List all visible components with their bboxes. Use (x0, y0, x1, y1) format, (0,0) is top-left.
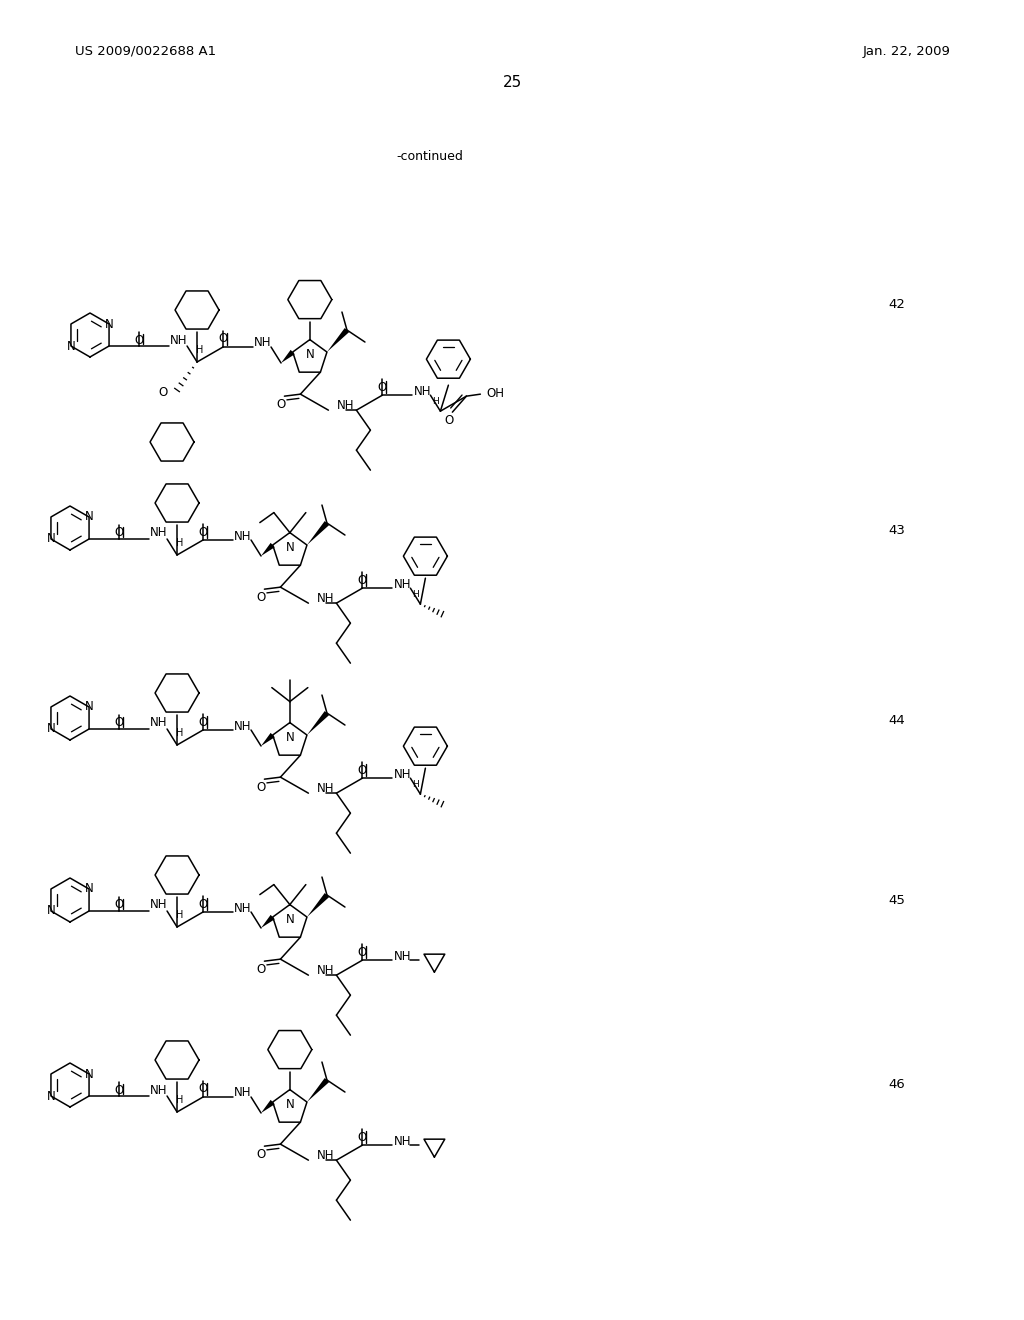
Text: O: O (199, 715, 208, 729)
Text: 25: 25 (503, 75, 521, 90)
Polygon shape (307, 711, 329, 735)
Polygon shape (261, 915, 274, 928)
Text: 46: 46 (888, 1078, 905, 1092)
Text: O: O (115, 527, 124, 540)
Polygon shape (307, 1078, 329, 1102)
Text: N: N (286, 913, 294, 927)
Text: H: H (176, 909, 183, 920)
Text: O: O (444, 413, 454, 426)
Polygon shape (261, 543, 274, 556)
Text: H: H (412, 780, 419, 788)
Text: O: O (218, 333, 227, 346)
Text: N: N (286, 541, 294, 554)
Text: N: N (46, 904, 55, 917)
Text: N: N (85, 511, 93, 524)
Text: NH: NH (316, 591, 334, 605)
Text: NH: NH (151, 1084, 168, 1097)
Text: O: O (357, 764, 367, 776)
Text: N: N (85, 1068, 93, 1081)
Text: N: N (85, 883, 93, 895)
Text: NH: NH (234, 902, 252, 915)
Text: N: N (46, 722, 55, 735)
Text: NH: NH (316, 964, 334, 977)
Polygon shape (261, 733, 274, 746)
Polygon shape (261, 1100, 274, 1113)
Text: NH: NH (393, 1135, 412, 1147)
Text: US 2009/0022688 A1: US 2009/0022688 A1 (75, 45, 216, 58)
Text: NH: NH (337, 399, 354, 412)
Text: NH: NH (316, 781, 334, 795)
Text: O: O (357, 1131, 367, 1143)
Text: OH: OH (486, 387, 505, 400)
Text: NH: NH (234, 719, 252, 733)
Text: NH: NH (316, 1148, 334, 1162)
Text: NH: NH (151, 717, 168, 730)
Text: N: N (286, 1098, 294, 1111)
Text: O: O (115, 1084, 124, 1097)
Text: 43: 43 (888, 524, 905, 536)
Text: H: H (176, 1096, 183, 1105)
Text: H: H (432, 397, 438, 405)
Text: O: O (159, 385, 168, 399)
Text: NH: NH (151, 899, 168, 912)
Text: 42: 42 (888, 298, 905, 312)
Polygon shape (307, 521, 329, 545)
Text: N: N (305, 348, 314, 362)
Text: NH: NH (151, 527, 168, 540)
Text: -continued: -continued (396, 150, 464, 162)
Text: N: N (67, 339, 76, 352)
Text: O: O (257, 590, 266, 603)
Text: N: N (286, 731, 294, 744)
Text: H: H (197, 345, 204, 355)
Text: NH: NH (170, 334, 187, 346)
Text: 45: 45 (888, 894, 905, 907)
Text: NH: NH (234, 529, 252, 543)
Text: H: H (412, 590, 419, 599)
Text: N: N (104, 318, 114, 330)
Text: O: O (357, 945, 367, 958)
Polygon shape (307, 894, 329, 917)
Polygon shape (327, 327, 349, 352)
Text: O: O (115, 717, 124, 730)
Text: O: O (357, 574, 367, 586)
Text: NH: NH (393, 949, 412, 962)
Text: NH: NH (234, 1086, 252, 1100)
Text: N: N (85, 701, 93, 714)
Text: H: H (176, 729, 183, 738)
Text: NH: NH (414, 384, 431, 397)
Text: O: O (378, 380, 387, 393)
Text: 44: 44 (888, 714, 905, 726)
Text: O: O (199, 898, 208, 911)
Text: H: H (176, 539, 183, 548)
Polygon shape (281, 350, 295, 363)
Text: NH: NH (393, 768, 412, 780)
Text: O: O (257, 1147, 266, 1160)
Text: O: O (199, 525, 208, 539)
Text: N: N (46, 1089, 55, 1102)
Text: O: O (257, 962, 266, 975)
Text: N: N (46, 532, 55, 545)
Text: NH: NH (254, 337, 271, 350)
Text: O: O (115, 899, 124, 912)
Text: NH: NH (393, 578, 412, 590)
Text: O: O (257, 780, 266, 793)
Text: O: O (276, 397, 286, 411)
Text: O: O (134, 334, 143, 346)
Text: O: O (199, 1082, 208, 1096)
Text: Jan. 22, 2009: Jan. 22, 2009 (862, 45, 950, 58)
